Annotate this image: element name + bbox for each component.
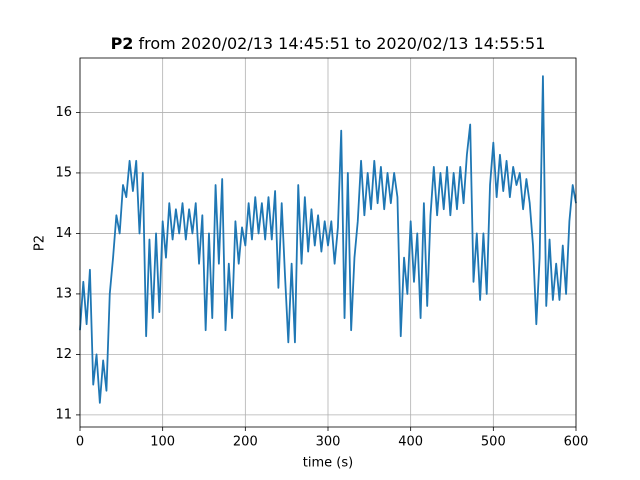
y-tick-label: 16 xyxy=(55,105,72,120)
x-tick-label: 400 xyxy=(398,435,423,450)
y-tick-label: 14 xyxy=(55,226,72,241)
x-tick-label: 500 xyxy=(481,435,506,450)
x-tick-label: 600 xyxy=(564,435,589,450)
title-rest: from 2020/02/13 14:45:51 to 2020/02/13 1… xyxy=(139,34,546,53)
x-tick-label: 0 xyxy=(76,435,84,450)
y-tick-label: 11 xyxy=(55,407,72,422)
x-tick-label: 300 xyxy=(316,435,341,450)
y-axis-label: P2 xyxy=(33,235,48,251)
y-tick-label: 15 xyxy=(55,165,72,180)
title-bold: P2 xyxy=(111,34,134,53)
y-tick-label: 12 xyxy=(55,347,72,362)
x-axis-label: time (s) xyxy=(303,456,353,471)
x-tick-label: 200 xyxy=(233,435,258,450)
x-tick-label: 100 xyxy=(150,435,175,450)
data-line xyxy=(79,75,577,404)
chart-title: P2 from 2020/02/13 14:45:51 to 2020/02/1… xyxy=(111,34,546,53)
y-tick-label: 13 xyxy=(55,286,72,301)
plot-frame xyxy=(79,57,577,428)
